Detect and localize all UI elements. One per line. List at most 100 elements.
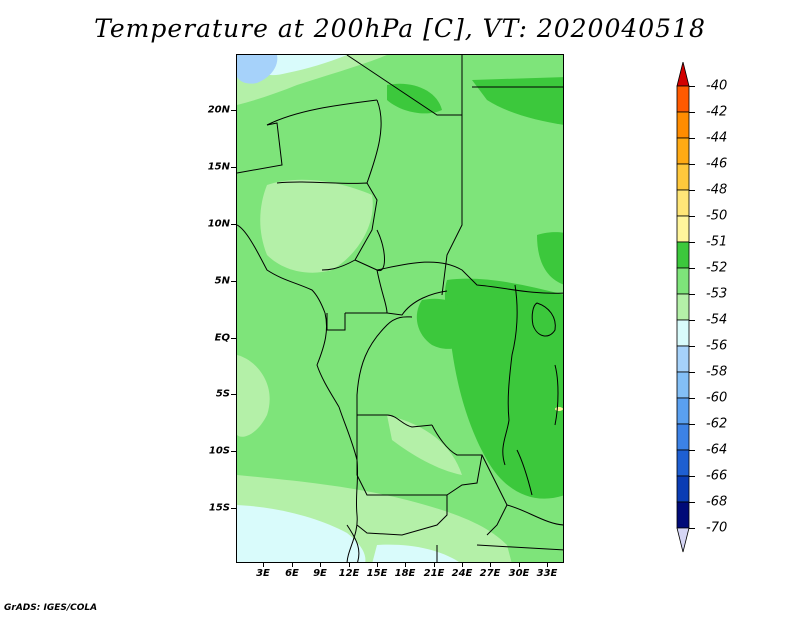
colorbar-segment	[676, 449, 690, 477]
colorbar-label: -56	[706, 338, 728, 354]
lat-tick	[231, 167, 236, 168]
field-warm-center	[416, 298, 477, 349]
colorbar-tick	[689, 398, 695, 399]
lon-tick	[349, 563, 350, 567]
colorbar-segment	[676, 345, 690, 373]
colorbar-segment	[676, 137, 690, 165]
colorbar-segment	[676, 163, 690, 191]
map-panel	[236, 54, 564, 563]
lat-label-20n: 20N	[207, 104, 230, 116]
colorbar-label: -52	[706, 260, 728, 276]
colorbar-tick	[689, 138, 695, 139]
colorbar-label: -51	[706, 234, 728, 250]
colorbar-tick	[689, 86, 695, 87]
colorbar-bottom-arrow	[676, 527, 690, 553]
coastlines	[237, 224, 559, 562]
lon-label-9e: 9E	[313, 568, 327, 579]
colorbar-tick	[689, 164, 695, 165]
colorbar-segment	[676, 475, 690, 503]
lon-tick	[519, 563, 520, 567]
lat-label-10s: 10S	[208, 445, 230, 457]
lon-tick	[377, 563, 378, 567]
colorbar-label: -58	[706, 364, 728, 380]
field-cool-band	[387, 415, 462, 475]
colorbar-segment	[676, 397, 690, 425]
colorbar-tick	[689, 320, 695, 321]
country-borders	[237, 55, 563, 562]
colorbar-segment	[676, 267, 690, 295]
field-cool-west	[260, 179, 373, 273]
lat-tick	[231, 508, 236, 509]
colorbar-segment	[676, 371, 690, 399]
colorbar-label: -68	[706, 494, 728, 510]
lat-label-5n: 5N	[214, 275, 230, 287]
colorbar-segment	[676, 189, 690, 217]
lon-tick	[462, 563, 463, 567]
lon-label-30e: 30E	[508, 568, 530, 579]
colorbar-label: -50	[706, 208, 728, 224]
colorbar-segment	[676, 241, 690, 269]
colorbar-label: -70	[706, 520, 728, 536]
field-warm-ne	[472, 77, 563, 125]
chart-title: Temperature at 200hPa [C], VT: 202004051…	[94, 14, 706, 43]
footer-credit: GrADS: IGES/COLA	[4, 603, 98, 613]
colorbar-label: -54	[706, 312, 728, 328]
lat-tick	[231, 224, 236, 225]
colorbar-segment	[676, 501, 690, 529]
colorbar-label: -40	[706, 78, 728, 94]
colorbar-tick	[689, 450, 695, 451]
colorbar-label: -62	[706, 416, 728, 432]
field-cool-sw1	[237, 355, 270, 437]
lon-tick	[434, 563, 435, 567]
colorbar-segment	[676, 423, 690, 451]
lon-label-15e: 15E	[366, 568, 388, 579]
lat-tick	[231, 338, 236, 339]
colorbar-label: -53	[706, 286, 728, 302]
lon-tick	[263, 563, 264, 567]
colorbar-label: -66	[706, 468, 728, 484]
lat-tick	[231, 281, 236, 282]
colorbar-segment	[676, 293, 690, 321]
colorbar-label: -60	[706, 390, 728, 406]
lon-label-33e: 33E	[536, 568, 558, 579]
lon-label-24e: 24E	[451, 568, 473, 579]
field-warm-east	[444, 278, 563, 499]
lat-label-15s: 15S	[208, 502, 230, 514]
colorbar-tick	[689, 372, 695, 373]
lon-tick	[490, 563, 491, 567]
field-blue-nw	[237, 55, 278, 84]
lat-tick	[231, 451, 236, 452]
field-coolest-north	[257, 55, 347, 76]
field-warm-spot	[555, 407, 563, 411]
colorbar-tick	[689, 346, 695, 347]
lon-tick	[405, 563, 406, 567]
lat-label-10n: 10N	[207, 218, 230, 230]
lon-tick	[292, 563, 293, 567]
lat-tick	[231, 394, 236, 395]
colorbar-tick	[689, 190, 695, 191]
colorbar-label: -44	[706, 130, 728, 146]
colorbar-tick	[689, 476, 695, 477]
lon-tick	[320, 563, 321, 567]
colorbar-tick	[689, 502, 695, 503]
lat-tick	[231, 110, 236, 111]
colorbar-tick	[689, 242, 695, 243]
lon-tick	[547, 563, 548, 567]
field-warm-e2	[537, 232, 563, 285]
colorbar-tick	[689, 216, 695, 217]
field-coldest-south	[237, 505, 366, 562]
lon-label-12e: 12E	[338, 568, 360, 579]
lon-label-21e: 21E	[423, 568, 445, 579]
lon-label-3e: 3E	[256, 568, 270, 579]
colorbar-label: -48	[706, 182, 728, 198]
lat-label-15n: 15N	[207, 161, 230, 173]
colorbar-segment	[676, 85, 690, 113]
colorbar-tick	[689, 294, 695, 295]
colorbar-top-arrow	[676, 62, 690, 87]
colorbar-segment	[676, 215, 690, 243]
colorbar-label: -64	[706, 442, 728, 458]
lon-label-18e: 18E	[394, 568, 416, 579]
colorbar-tick	[689, 424, 695, 425]
temperature-map	[237, 55, 563, 562]
lon-label-27e: 27E	[479, 568, 501, 579]
